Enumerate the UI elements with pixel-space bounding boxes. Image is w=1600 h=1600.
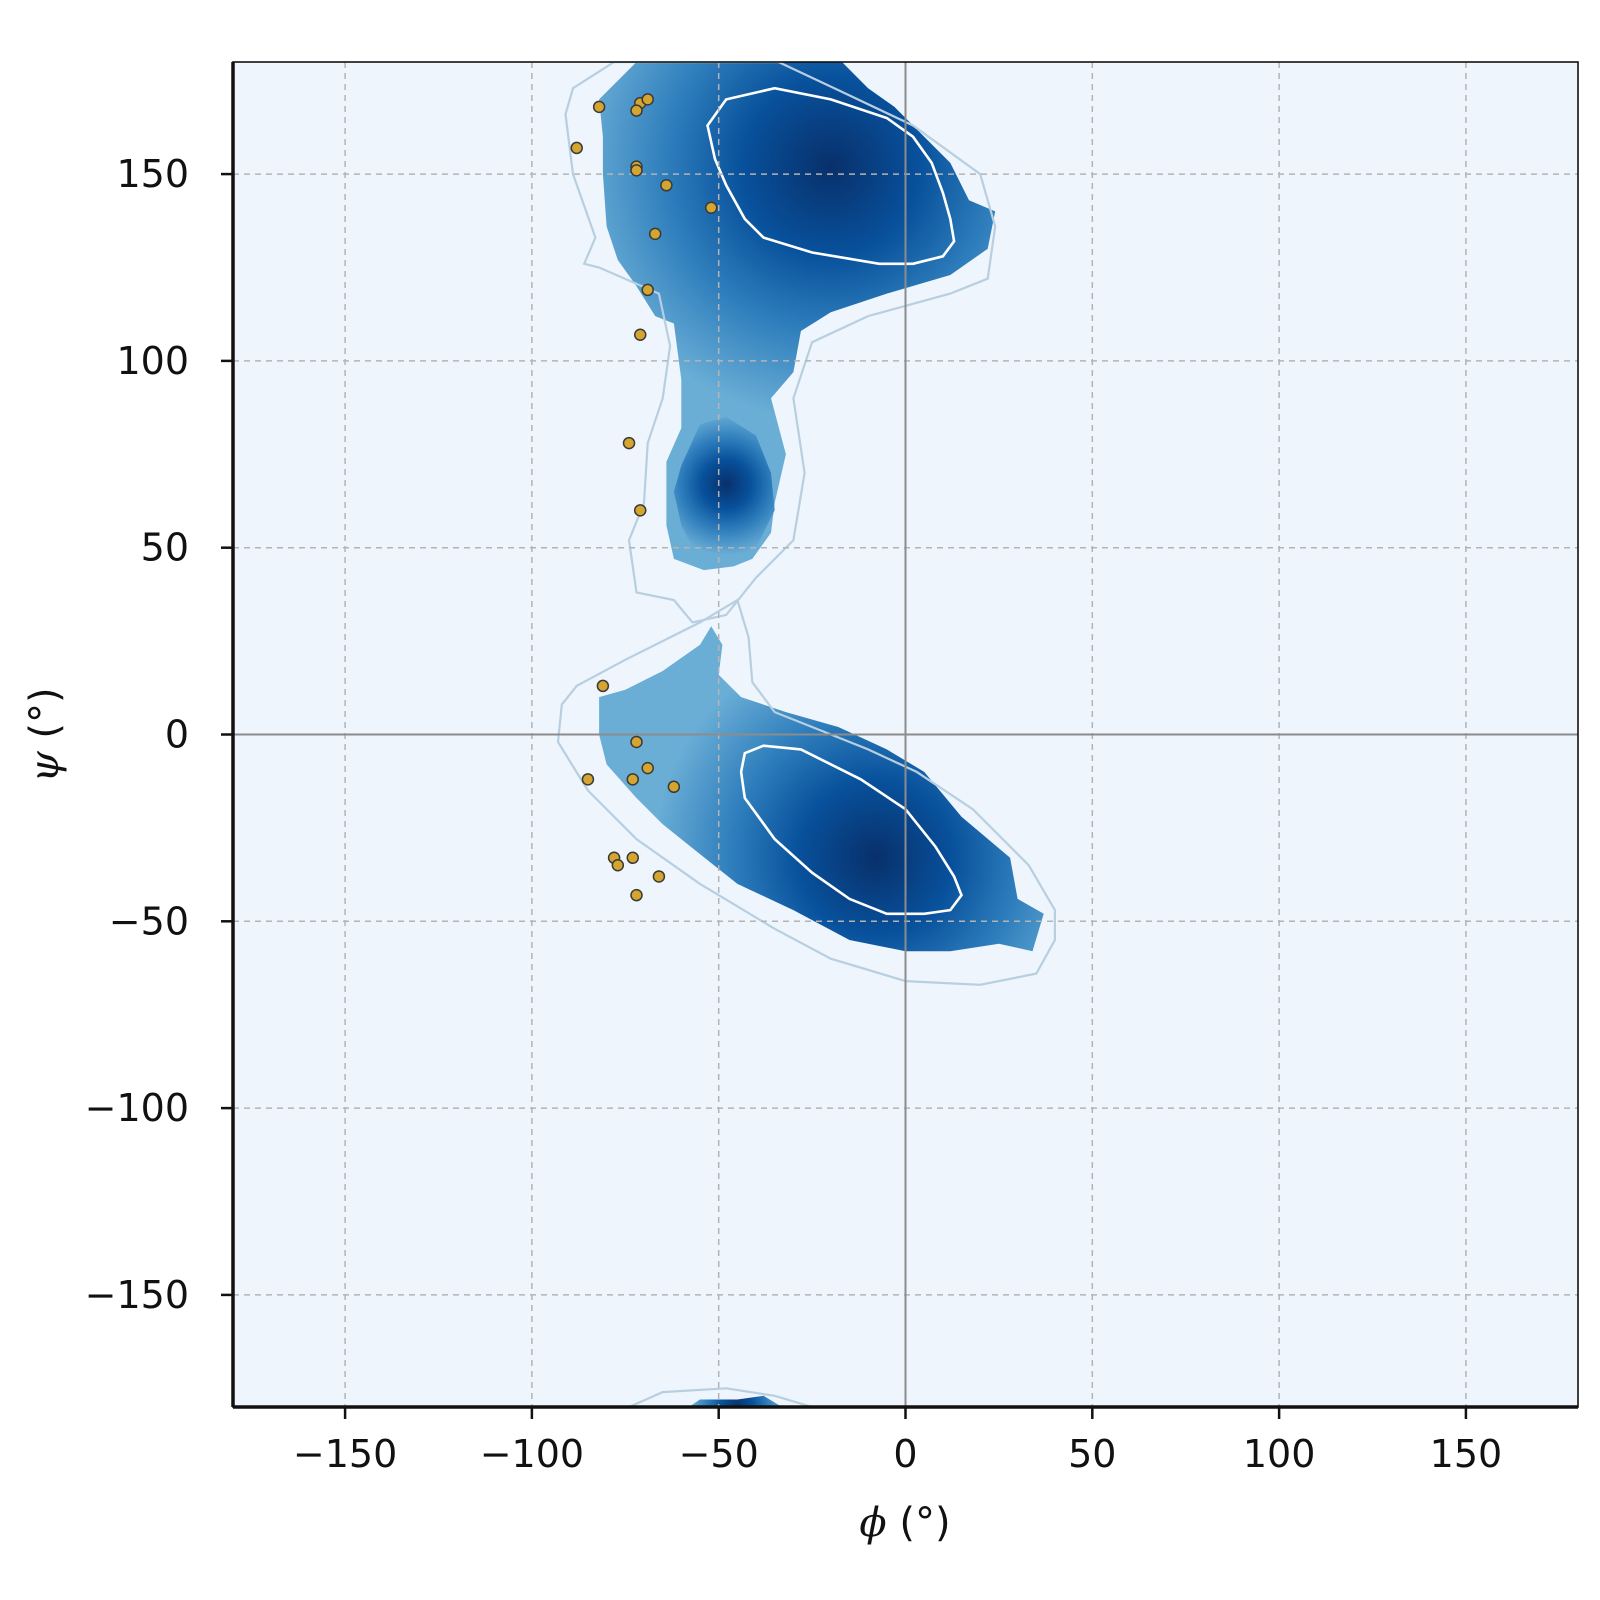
x-tick-label: −100 — [480, 1432, 584, 1476]
x-tick-label: 100 — [1243, 1432, 1316, 1476]
data-point — [570, 141, 583, 155]
data-point — [633, 328, 647, 341]
data-point — [622, 436, 636, 450]
x-axis-unit: (°) — [887, 1500, 951, 1546]
data-point — [633, 504, 647, 517]
outer-contour-alpha-region — [556, 598, 1056, 986]
data-point — [667, 780, 681, 794]
y-tick-label: 150 — [116, 152, 189, 196]
x-tick-label: 0 — [893, 1432, 917, 1476]
y-axis-label: ψ (°) — [22, 687, 68, 782]
y-tick-label: −50 — [109, 899, 189, 943]
data-point — [596, 679, 610, 693]
y-tick-label: 50 — [141, 526, 189, 570]
data-points — [570, 93, 718, 902]
density-bridge-region — [673, 416, 775, 559]
outer-contour-beta-ppii-region — [564, 62, 997, 624]
x-tick-label: −50 — [679, 1432, 759, 1476]
data-point — [630, 164, 643, 177]
data-point — [611, 859, 625, 872]
core-contour-beta-ppii-region — [706, 86, 956, 266]
density-wrapped-bottom-region — [688, 1395, 783, 1407]
data-point — [626, 773, 640, 786]
data-point — [630, 888, 643, 902]
density-alpha-region — [599, 626, 1044, 952]
x-tick-label: 150 — [1430, 1432, 1503, 1476]
data-point — [648, 227, 662, 241]
density-layer — [599, 62, 1044, 1407]
x-axis-label: ϕ (°) — [859, 1500, 950, 1546]
data-point — [626, 851, 640, 865]
data-point — [660, 179, 673, 192]
data-point — [704, 201, 718, 214]
data-point — [641, 93, 654, 106]
data-point — [630, 735, 643, 749]
x-axis-ticks: −150 −100 −50 0 50 100 150 — [293, 1407, 1502, 1476]
x-tick-label: 50 — [1068, 1432, 1116, 1476]
data-point — [641, 283, 654, 297]
y-axis-symbol: ψ — [22, 751, 68, 783]
y-tick-label: −150 — [85, 1273, 189, 1317]
data-point — [652, 870, 666, 883]
y-axis-ticks: −150 −100 −50 0 50 100 150 — [85, 152, 233, 1317]
contour-layer — [556, 62, 1056, 1407]
data-point — [630, 104, 643, 117]
data-point — [641, 761, 654, 775]
reference-lines — [233, 62, 1578, 1407]
x-tick-label: −150 — [293, 1432, 397, 1476]
outer-contour-wrapped-bottom-region — [628, 1387, 813, 1407]
core-contour-alpha-region — [739, 744, 963, 916]
y-axis-unit: (°) — [22, 687, 68, 751]
y-tick-label: 0 — [165, 713, 189, 757]
y-tick-label: 100 — [116, 339, 189, 383]
data-point — [592, 100, 606, 114]
data-point — [581, 773, 595, 786]
y-tick-label: −100 — [85, 1086, 189, 1130]
x-axis-symbol: ϕ — [859, 1500, 886, 1546]
